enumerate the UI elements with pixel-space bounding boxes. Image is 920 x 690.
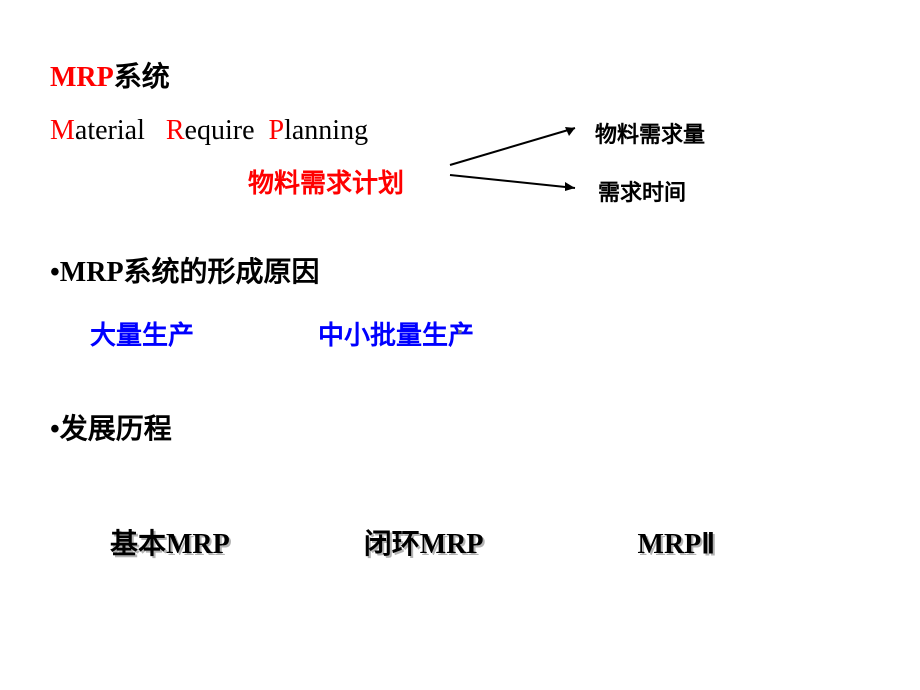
history-item-1: 基本MRP xyxy=(110,522,230,562)
sub-label-red: 物料需求计划 xyxy=(248,163,404,200)
arrow-label-bottom: 需求时间 xyxy=(598,175,686,207)
section2-bullet: •发展历程 xyxy=(50,407,870,447)
blue-text-1: 大量生产 xyxy=(90,315,194,352)
history-row: 基本MRP 闭环MRP MRPⅡ xyxy=(50,522,870,562)
arrow-label-top: 物料需求量 xyxy=(595,117,705,149)
section1-bullet: •MRP系统的形成原因 xyxy=(50,250,870,290)
m-rest: aterial xyxy=(75,115,145,146)
arrows-svg xyxy=(445,110,605,200)
center-dot: ▪ xyxy=(458,325,463,341)
slide-container: MRP系统 Material Require Planning 物料需求计划 物… xyxy=(0,0,920,690)
r-rest: equire xyxy=(185,115,255,146)
p-rest: lanning xyxy=(284,115,368,146)
blue-text-2: 中小批量生产 xyxy=(318,315,474,352)
title-red: MRP xyxy=(50,62,114,93)
mrp-expansion: Material Require Planning xyxy=(50,115,368,147)
history-item-2: 闭环MRP xyxy=(364,522,484,562)
title-rest: 系统 xyxy=(114,62,170,93)
history-item-3: MRPⅡ xyxy=(638,527,716,561)
r-cap: R xyxy=(166,115,185,146)
m-cap: M xyxy=(50,115,75,146)
page-title: MRP系统 xyxy=(50,55,870,95)
p-cap: P xyxy=(269,115,285,146)
subtitle-row: Material Require Planning 物料需求计划 物料需求量 需… xyxy=(50,115,870,225)
